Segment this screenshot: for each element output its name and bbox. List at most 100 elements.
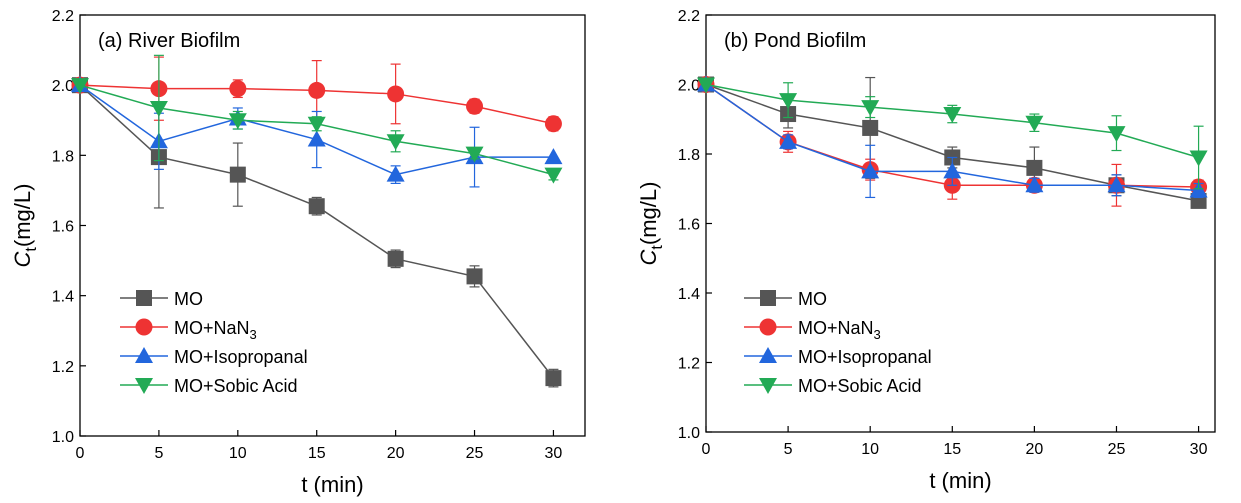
data-point: [1025, 176, 1044, 193]
y-tick-label-a: 2.2: [52, 8, 74, 25]
x-tick-label-b: 15: [943, 441, 961, 458]
data-point: [1189, 181, 1208, 198]
y-label-sub: t: [23, 247, 40, 252]
data-point: [544, 115, 562, 133]
legend-marker: [759, 318, 777, 336]
x-tick-label-b: 25: [1108, 441, 1126, 458]
y-tick-label-b: 1.0: [678, 425, 700, 442]
data-point: [779, 93, 798, 110]
y-tick-label-a: 1.2: [52, 359, 74, 376]
y-tick-label-b: 1.2: [678, 356, 700, 373]
legend-label: MO: [174, 289, 203, 309]
x-tick-label-a: 5: [154, 445, 163, 462]
data-point: [943, 162, 962, 179]
legend-label-main: MO+Isopropanal: [174, 347, 308, 367]
data-point: [71, 78, 89, 95]
legend-label-main: MO: [174, 289, 203, 309]
data-point: [1107, 176, 1126, 193]
data-point: [779, 132, 798, 149]
y-tick-label-b: 1.6: [678, 217, 700, 234]
panel-b: 0 5 10 15 20 25 30 1.0 1.2 1.4 1.6 1.8 2.0 2.2 t (min)…: [636, 8, 1216, 493]
y-tick-label-b: 1.8: [678, 147, 700, 164]
x-tick-label-a: 15: [308, 445, 326, 462]
data-point: [229, 80, 247, 98]
x-tick-label-b: 20: [1025, 441, 1043, 458]
legend-marker: [759, 378, 777, 394]
legend-label-main: MO: [798, 289, 827, 309]
data-point: [862, 119, 879, 136]
plot-frame-b: [705, 14, 1216, 433]
y-label-unit: (mg/L): [10, 184, 35, 248]
series-b-3: [697, 77, 1208, 190]
data-point: [466, 97, 484, 115]
y-axis-label-a: Ct(mg/L): [10, 184, 40, 268]
data-point: [1189, 150, 1208, 167]
data-point: [545, 370, 562, 387]
data-point: [544, 167, 563, 184]
x-axis-label-a: t (min): [301, 472, 363, 497]
x-tick-label-b: 0: [702, 441, 711, 458]
y-tick-label-b: 2.2: [678, 8, 700, 25]
data-point: [1107, 126, 1126, 143]
data-point: [308, 198, 325, 215]
y-tick-label-a: 1.4: [52, 289, 74, 306]
data-point: [465, 146, 484, 163]
legend-label-sub: 3: [874, 327, 881, 342]
y-axis-label-b: Ct(mg/L): [636, 182, 666, 266]
legend-marker: [135, 347, 153, 363]
data-point: [466, 268, 483, 285]
x-tick-label-a: 30: [545, 445, 563, 462]
panel-a: 0 5 10 15 20 25 30 1.0 1.2 1.4 1.6 1.8 2.0 2.2 t (min)…: [10, 8, 586, 497]
x-axis-label-b: t (min): [929, 468, 991, 493]
x-tick-label-b: 5: [784, 441, 793, 458]
x-tick-label-a: 0: [76, 445, 85, 462]
x-tick-label-a: 20: [387, 445, 405, 462]
legend-label: MO+NaN3: [798, 318, 881, 342]
data-point: [387, 85, 405, 103]
y-tick-label-a: 1.8: [52, 148, 74, 165]
series-a-3: [71, 54, 563, 184]
legend-a: MO MO+NaN3 MO+Isopropanal MO+Sobic Acid: [120, 289, 308, 396]
data-point: [544, 148, 563, 165]
legend-marker: [136, 290, 152, 306]
y-tick-label-a: 2.0: [52, 78, 74, 95]
y-label-base: C: [10, 251, 35, 267]
data-point: [943, 107, 962, 124]
legend-label-main: MO+NaN: [798, 318, 874, 338]
x-tick-label-b: 10: [861, 441, 879, 458]
legend-marker: [760, 290, 776, 306]
panel-title-b: (b) Pond Biofilm: [724, 30, 866, 52]
legend-label-sub: 3: [250, 327, 257, 342]
legend-label: MO+Sobic Acid: [174, 376, 298, 396]
legend-label: MO+Sobic Acid: [798, 376, 922, 396]
data-point: [697, 77, 715, 94]
x-tick-label-a: 25: [466, 445, 484, 462]
data-point: [861, 100, 880, 117]
data-point: [861, 162, 880, 179]
panel-title-a: (a) River Biofilm: [98, 30, 240, 52]
legend-label-main: MO+Sobic Acid: [798, 376, 922, 396]
data-point: [1026, 159, 1043, 176]
data-point: [387, 250, 404, 267]
legend-label: MO+Isopropanal: [174, 347, 308, 367]
data-point: [229, 166, 246, 183]
y-label-unit: (mg/L): [636, 182, 661, 246]
legend-label: MO: [798, 289, 827, 309]
data-point: [307, 130, 326, 147]
legend-marker: [135, 378, 153, 394]
data-point: [228, 113, 247, 130]
y-label-sub: t: [649, 245, 666, 250]
legend-label: MO+Isopropanal: [798, 347, 932, 367]
legend-label-main: MO+Sobic Acid: [174, 376, 298, 396]
data-point: [308, 81, 326, 99]
legend-label-main: MO+Isopropanal: [798, 347, 932, 367]
y-tick-label-a: 1.0: [52, 429, 74, 446]
plot-frame-a: [79, 14, 586, 437]
data-point: [386, 134, 405, 151]
series-b-2: [697, 75, 1208, 199]
legend-marker: [759, 347, 777, 363]
legend-marker: [135, 318, 153, 336]
x-tick-label-a: 10: [229, 445, 247, 462]
legend-b: MO MO+NaN3 MO+Isopropanal MO+Sobic Acid: [744, 289, 932, 396]
